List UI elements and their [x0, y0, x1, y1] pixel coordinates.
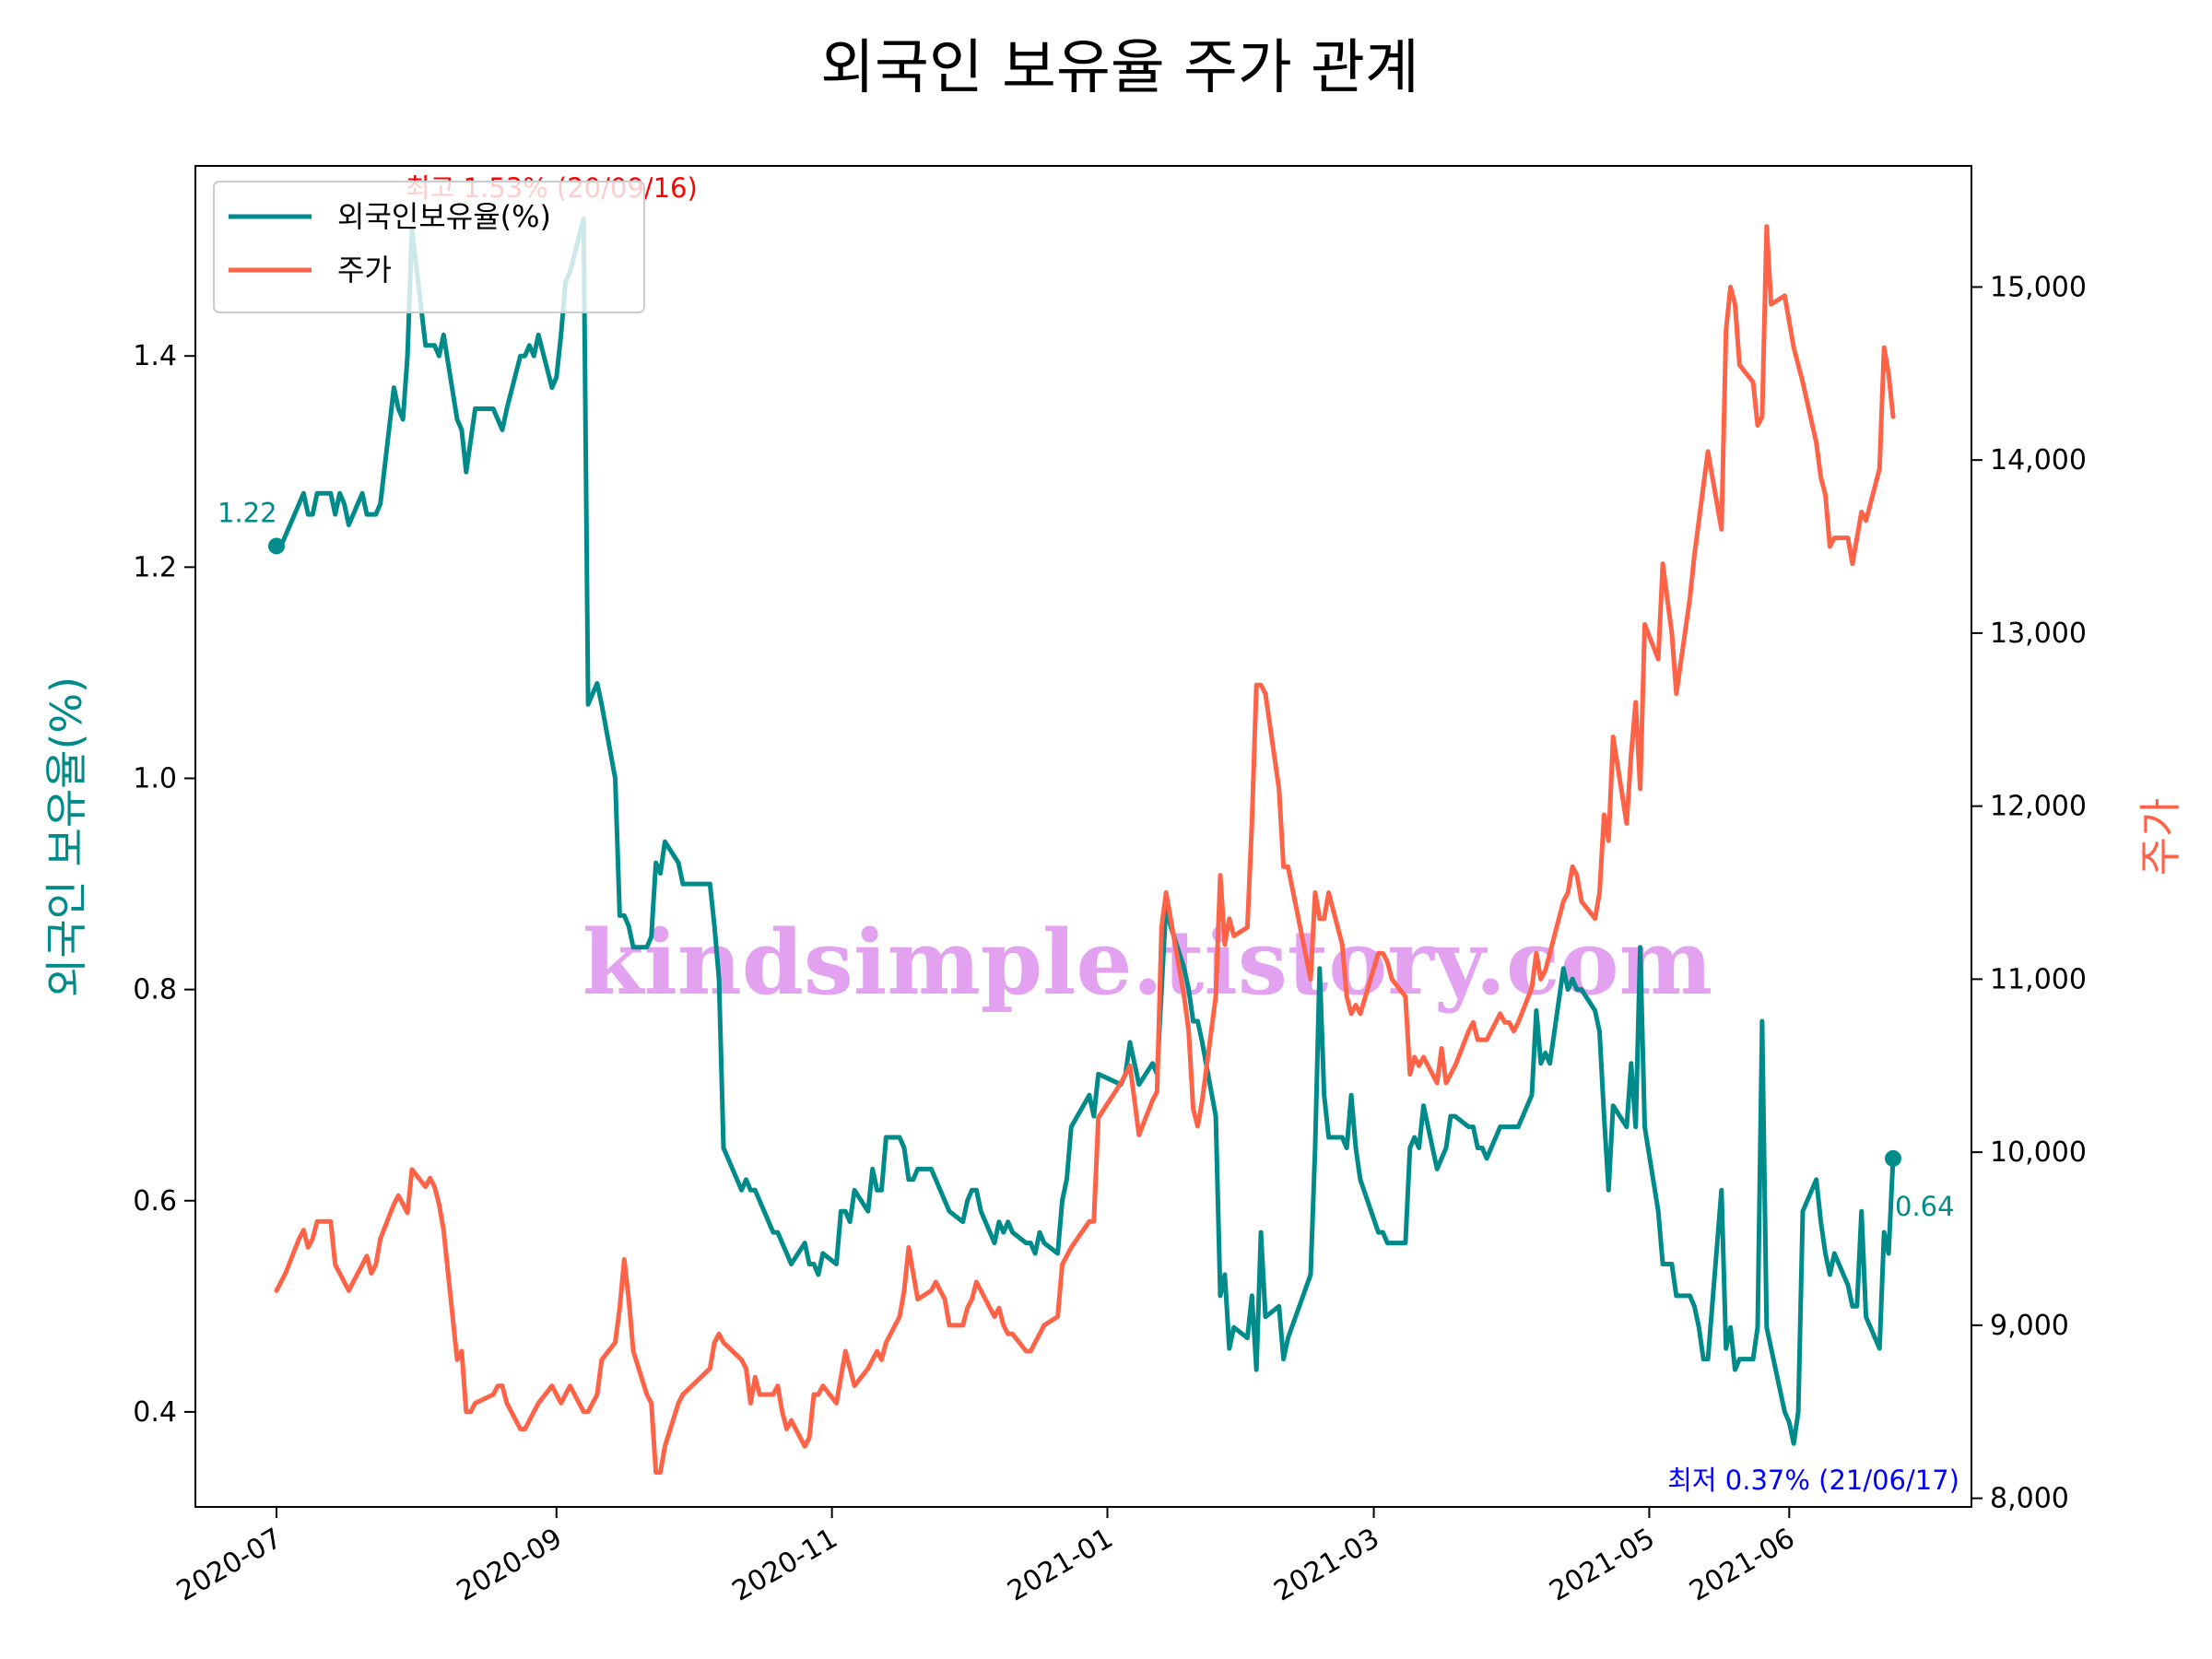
y-right-tick-label: 12,000 [1990, 791, 2087, 823]
end-value-label: 0.64 [1895, 1191, 1955, 1222]
x-tick-label: 2021-03 [1268, 1523, 1384, 1608]
y-left-tick-label: 1.0 [133, 762, 177, 794]
start-value-label: 1.22 [218, 497, 277, 528]
legend: 외국인보유율(%) 주가 [213, 181, 645, 313]
y-axis-right: 8,000 9,000 10,000 11,000 12,000 13,000 14,000… [1971, 271, 2087, 1515]
x-tick-label: 2021-01 [1002, 1523, 1118, 1608]
plot-frame [194, 165, 1972, 1508]
x-tick-label: 2020-09 [452, 1523, 568, 1608]
y-right-tick-label: 14,000 [1990, 444, 2087, 477]
y-right-tick-label: 13,000 [1990, 618, 2087, 650]
y-right-tick-label: 10,000 [1990, 1136, 2087, 1169]
legend-label-holding: 외국인보유율(%) [337, 199, 551, 234]
y-left-tick-label: 1.2 [133, 551, 177, 583]
legend-box [213, 181, 645, 313]
y-left-tick-label: 0.6 [133, 1185, 177, 1218]
series-line-holding [274, 216, 1896, 1446]
y-right-tick-label: 8,000 [1990, 1483, 2069, 1515]
y-right-tick-label: 9,000 [1990, 1310, 2069, 1342]
y-left-tick-label: 0.4 [133, 1396, 177, 1429]
start-point-marker [268, 537, 285, 555]
x-tick-label: 2021-05 [1544, 1523, 1660, 1608]
chart-title: 외국인 보유율 주가 관계 [820, 34, 1419, 102]
y-right-tick-label: 15,000 [1990, 271, 2087, 303]
y-left-tick-label: 0.8 [133, 974, 177, 1006]
y-left-tick-label: 1.4 [133, 340, 177, 372]
y-axis-left: 0.4 0.6 0.8 1.0 1.2 1.4 [133, 340, 195, 1429]
y-axis-left-title: 외국인 보유율(%) [41, 677, 91, 997]
series-line-price [274, 224, 1896, 1475]
legend-label-price: 주가 [337, 253, 392, 288]
x-tick-label: 2021-06 [1684, 1523, 1800, 1608]
watermark-text: kindsimple.tistory.com [582, 911, 1712, 1015]
x-tick-label: 2020-07 [171, 1523, 288, 1608]
x-tick-label: 2020-11 [727, 1523, 843, 1608]
x-axis: 2020-07 2020-09 2020-11 2021-01 2021-03 2021-… [171, 1507, 1800, 1608]
min-annotation: 최저 0.37% (21/06/17) [1667, 1465, 1959, 1496]
y-right-tick-label: 11,000 [1990, 963, 2087, 995]
y-axis-right-title: 주가 [2136, 798, 2185, 877]
end-point-marker [1885, 1149, 1901, 1167]
